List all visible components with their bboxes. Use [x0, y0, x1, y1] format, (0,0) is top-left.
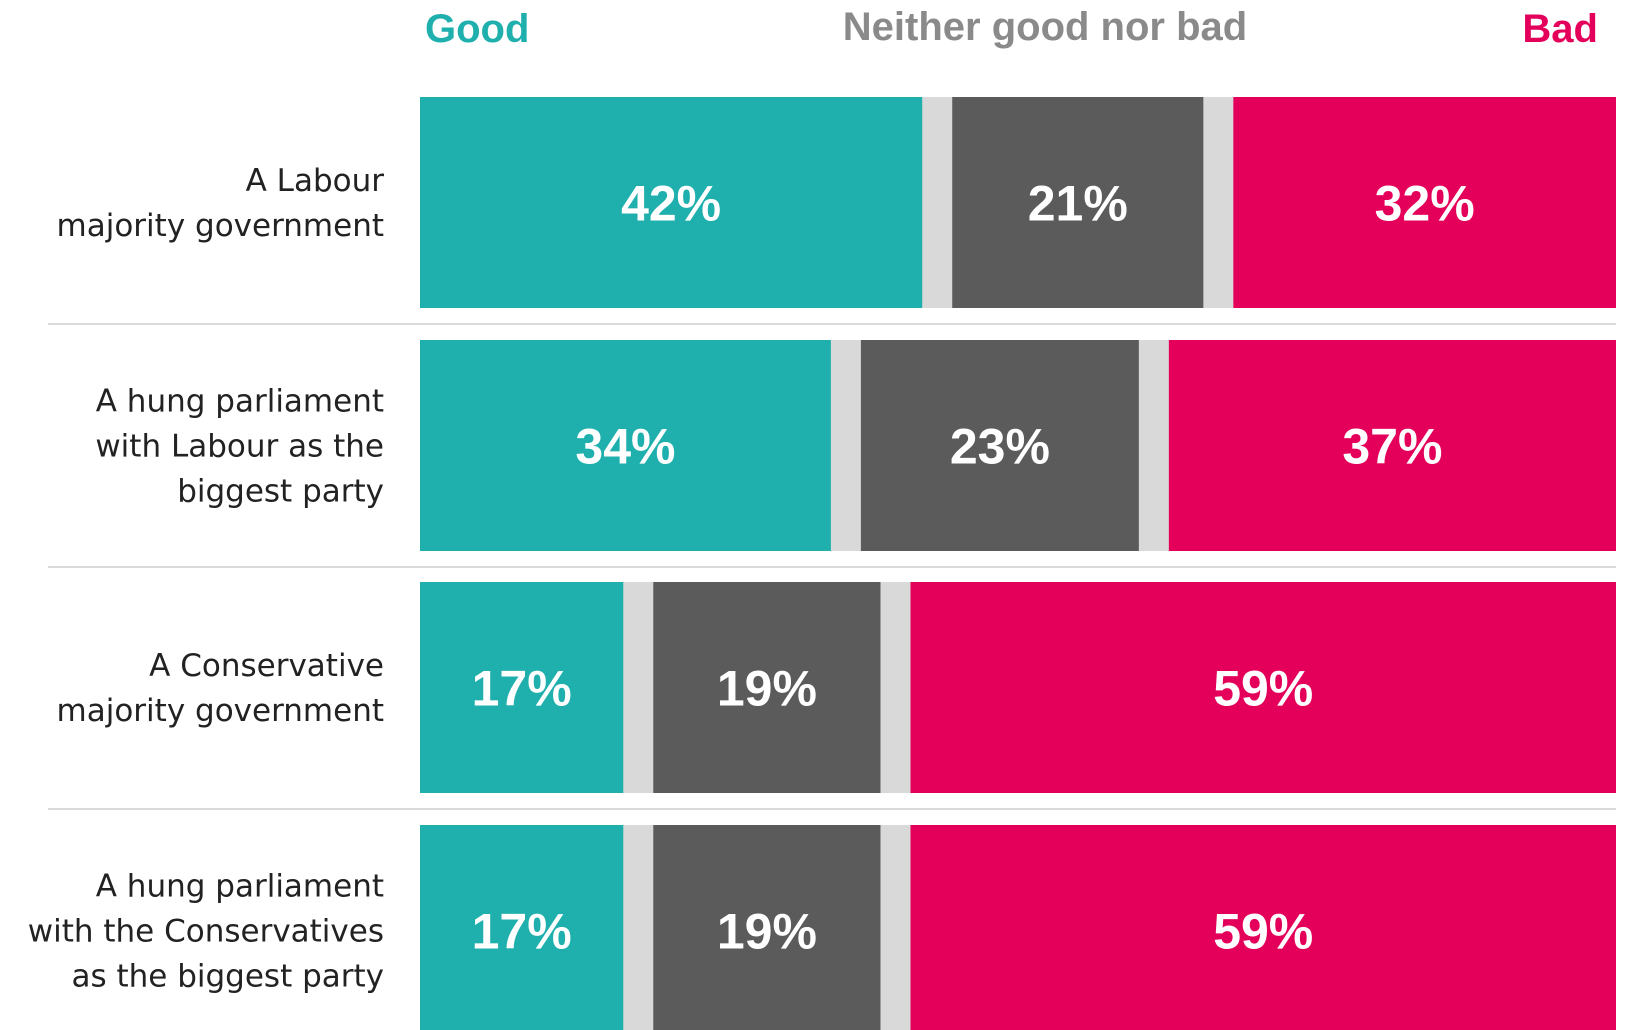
bar-segment-neither-good-nor-bad	[952, 97, 1204, 308]
data-label: 19%	[717, 904, 817, 960]
data-label: 32%	[1375, 176, 1475, 232]
bar-segment-bad	[1168, 340, 1616, 551]
category-label: majority government	[57, 693, 384, 729]
category-label: A Conservative	[149, 648, 384, 684]
category-label: biggest party	[177, 474, 384, 510]
data-label: 42%	[621, 176, 721, 232]
bar-segment-neither-good-nor-bad	[653, 825, 881, 1030]
legend-neither: Neither good nor bad	[843, 5, 1247, 49]
category-label: A hung parliament	[96, 869, 384, 905]
data-label: 34%	[575, 419, 675, 475]
bar-segment-bad	[1233, 97, 1616, 308]
bar-segment-bad	[910, 825, 1616, 1030]
bar-segment-neither-good-nor-bad	[860, 340, 1139, 551]
data-label: 17%	[472, 661, 572, 717]
category-label: A hung parliament	[96, 384, 384, 420]
data-label: 59%	[1213, 904, 1313, 960]
data-label: 19%	[717, 661, 817, 717]
category-label: A Labour	[246, 163, 385, 199]
bar-segment-good	[420, 825, 624, 1030]
category-label: with the Conservatives	[28, 914, 384, 950]
legend: Good Neither good nor bad Bad	[425, 5, 1598, 51]
plot-area: 42% 21% 32% A Labour majority government 34% 2…	[28, 97, 1616, 1030]
category-label: with Labour as the	[95, 429, 384, 465]
data-label: 23%	[950, 419, 1050, 475]
data-label: 59%	[1213, 661, 1313, 717]
bar-segment-neither-good-nor-bad	[653, 582, 881, 793]
bar-segment-bad	[910, 582, 1616, 793]
legend-good: Good	[425, 7, 529, 51]
bar-segment-good	[420, 582, 624, 793]
category-label: majority government	[57, 208, 384, 244]
data-label: 17%	[472, 904, 572, 960]
data-label: 37%	[1342, 419, 1442, 475]
bar-segment-good	[420, 340, 831, 551]
category-label: as the biggest party	[71, 959, 384, 995]
legend-bad: Bad	[1522, 7, 1598, 51]
data-label: 21%	[1028, 176, 1128, 232]
bar-segment-good	[420, 97, 923, 308]
